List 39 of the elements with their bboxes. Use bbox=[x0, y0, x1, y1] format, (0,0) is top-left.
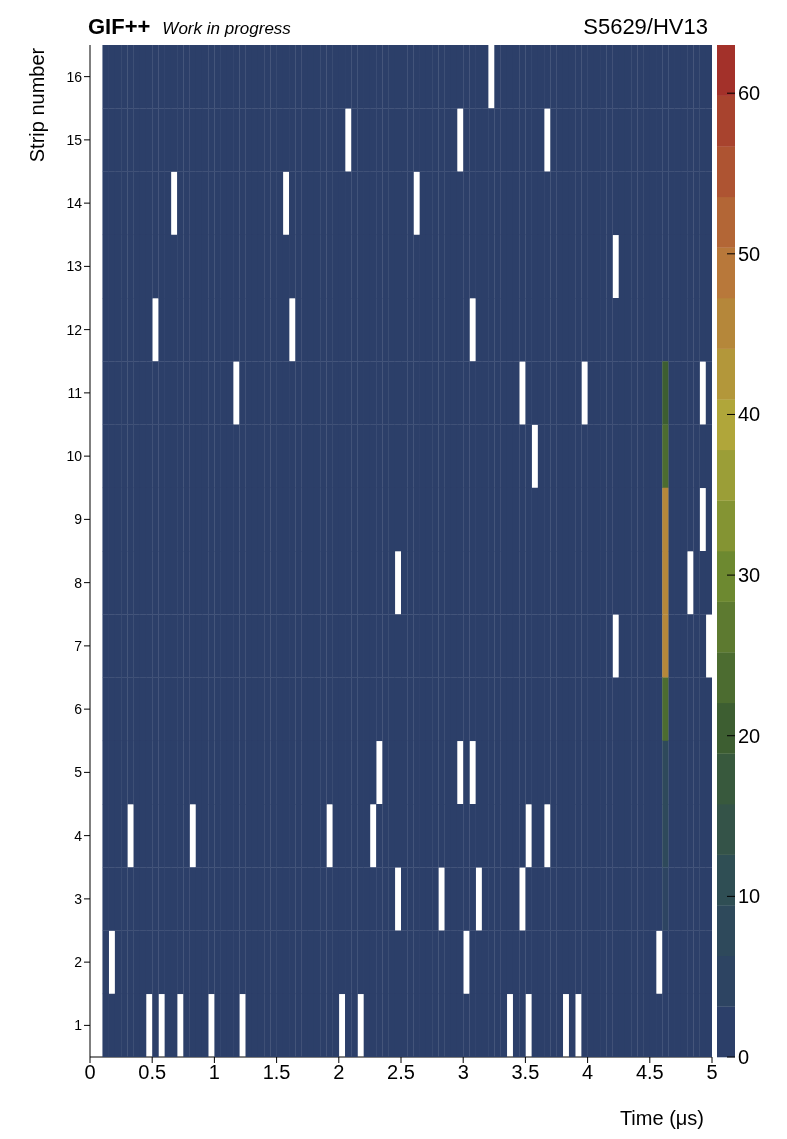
y-tick-label: 6 bbox=[74, 701, 83, 718]
color-bar-label: 10 bbox=[738, 885, 761, 908]
x-tick-label: 3.5 bbox=[511, 1061, 540, 1084]
y-axis-title: Strip number bbox=[26, 47, 49, 163]
y-tick-label: 15 bbox=[66, 131, 83, 148]
y-tick-label: 1 bbox=[74, 1017, 83, 1034]
color-bar-label: 60 bbox=[738, 82, 761, 105]
x-tick-label: 4 bbox=[582, 1061, 594, 1084]
y-tick-label: 7 bbox=[74, 637, 83, 654]
y-tick-label: 14 bbox=[66, 195, 83, 212]
y-tick-label: 16 bbox=[66, 68, 83, 85]
x-tick-label: 3 bbox=[457, 1061, 469, 1084]
color-bar-label: 50 bbox=[738, 242, 761, 265]
y-tick-label: 13 bbox=[66, 258, 83, 275]
color-bar-label: 0 bbox=[738, 1046, 750, 1068]
y-tick-label: 9 bbox=[74, 511, 83, 528]
y-tick-label: 2 bbox=[74, 954, 83, 971]
y-tick-label: 4 bbox=[74, 827, 83, 844]
y-tick-label: 8 bbox=[74, 574, 83, 591]
x-tick-label: 5 bbox=[706, 1061, 718, 1084]
x-tick-label: 4.5 bbox=[635, 1061, 664, 1084]
x-tick-label: 1.5 bbox=[262, 1061, 291, 1084]
color-bar-label: 40 bbox=[738, 403, 761, 426]
x-tick-label: 1 bbox=[208, 1061, 220, 1084]
x-tick-label: 0 bbox=[84, 1061, 96, 1084]
chart-title: GIF++ bbox=[88, 14, 151, 39]
color-bar-label: 30 bbox=[738, 564, 761, 587]
color-bar-label: 20 bbox=[738, 724, 761, 747]
y-tick-label: 5 bbox=[74, 764, 83, 781]
x-axis-title: Time (μs) bbox=[619, 1107, 704, 1129]
x-tick-label: 0.5 bbox=[138, 1061, 167, 1084]
y-tick-label: 3 bbox=[74, 890, 83, 907]
y-tick-label: 11 bbox=[67, 384, 83, 401]
y-tick-label: 10 bbox=[66, 448, 83, 465]
x-tick-label: 2 bbox=[333, 1061, 345, 1084]
chart-subtitle: Work in progress bbox=[162, 19, 291, 38]
x-tick-label: 2.5 bbox=[387, 1061, 415, 1084]
text: S5629/HV13 bbox=[583, 14, 708, 40]
y-tick-label: 12 bbox=[66, 321, 83, 338]
